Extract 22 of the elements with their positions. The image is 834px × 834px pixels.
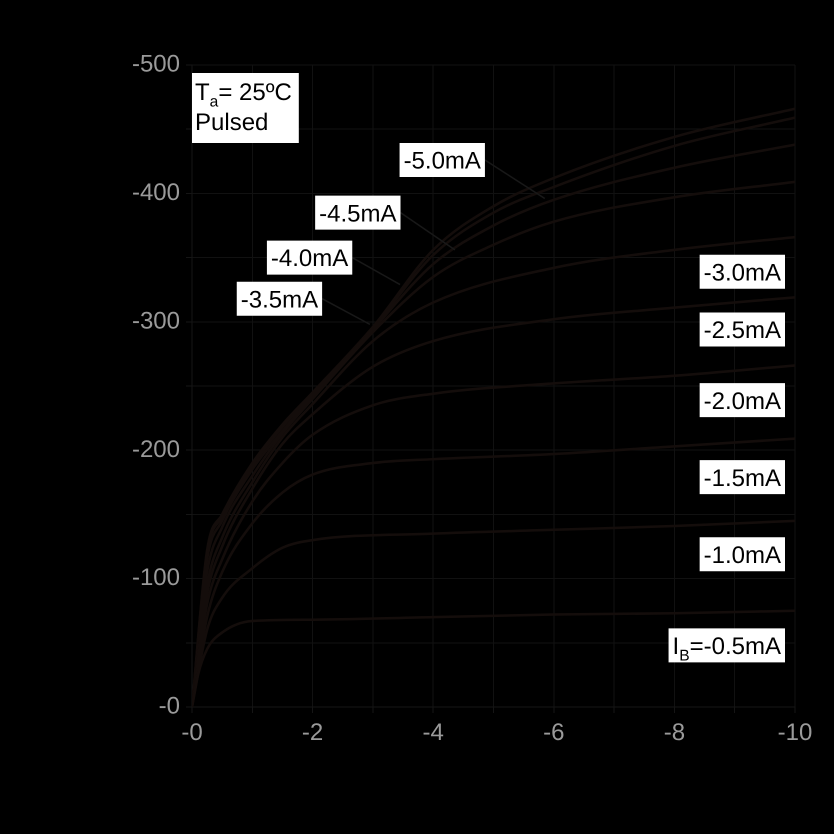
x-tick-label: -0 xyxy=(181,719,203,746)
y-tick-label: -500 xyxy=(132,50,180,78)
y-tick-label: -0 xyxy=(158,692,180,720)
series-label: -5.0mA xyxy=(404,148,481,175)
x-tick-label: -8 xyxy=(664,719,686,746)
x-tick-label: -6 xyxy=(543,719,564,746)
series-label: -2.5mA xyxy=(704,317,782,344)
text: -4.0mA xyxy=(270,245,348,272)
y-tick-label: -400 xyxy=(132,179,180,206)
x-tick-label: -2 xyxy=(302,719,324,746)
x-tick-label: -10 xyxy=(778,719,812,746)
series-label: -4.5mA xyxy=(319,200,397,228)
series-label: -2.0mA xyxy=(704,388,782,415)
text: -3.5mA xyxy=(240,286,318,314)
series-label: -1.5mA xyxy=(704,464,782,492)
annotation: Pulsed xyxy=(195,109,268,136)
y-tick-label: -200 xyxy=(132,436,180,463)
y-tick-label: -100 xyxy=(132,564,180,592)
x-tick-label: -4 xyxy=(422,719,444,746)
y-tick-label: -300 xyxy=(132,307,180,334)
series-label: -3.0mA xyxy=(704,259,782,286)
series-label: -1.0mA xyxy=(704,542,782,569)
